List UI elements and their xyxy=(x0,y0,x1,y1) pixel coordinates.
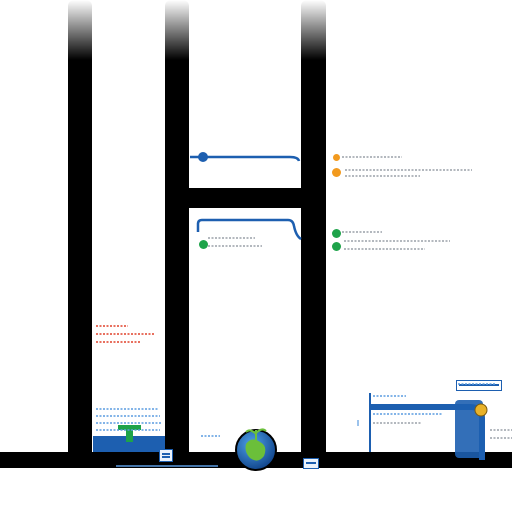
meter-box-right xyxy=(303,458,319,469)
pillar-right xyxy=(301,0,326,460)
coin-icon xyxy=(474,403,488,417)
pipe-upper-node xyxy=(198,152,208,162)
left-tank xyxy=(93,436,165,452)
pillar-middle xyxy=(165,0,189,460)
status-dot-green-3 xyxy=(199,240,208,249)
left-tank-stem xyxy=(126,428,133,442)
crossbar xyxy=(170,188,320,208)
status-dot-orange-1 xyxy=(333,154,340,161)
pipe-upper xyxy=(190,155,301,162)
pillar-left xyxy=(68,0,92,460)
pipe-lower xyxy=(196,218,302,241)
left-tank-cap xyxy=(118,425,141,430)
status-dot-green-2 xyxy=(332,242,341,251)
meter-box-left xyxy=(159,449,173,462)
status-dot-orange-2 xyxy=(332,168,341,177)
sprout-icon xyxy=(245,428,267,441)
status-dot-green-1 xyxy=(332,229,341,238)
top-fade xyxy=(0,0,512,60)
globe-land xyxy=(245,439,266,461)
right-basin xyxy=(455,400,483,458)
